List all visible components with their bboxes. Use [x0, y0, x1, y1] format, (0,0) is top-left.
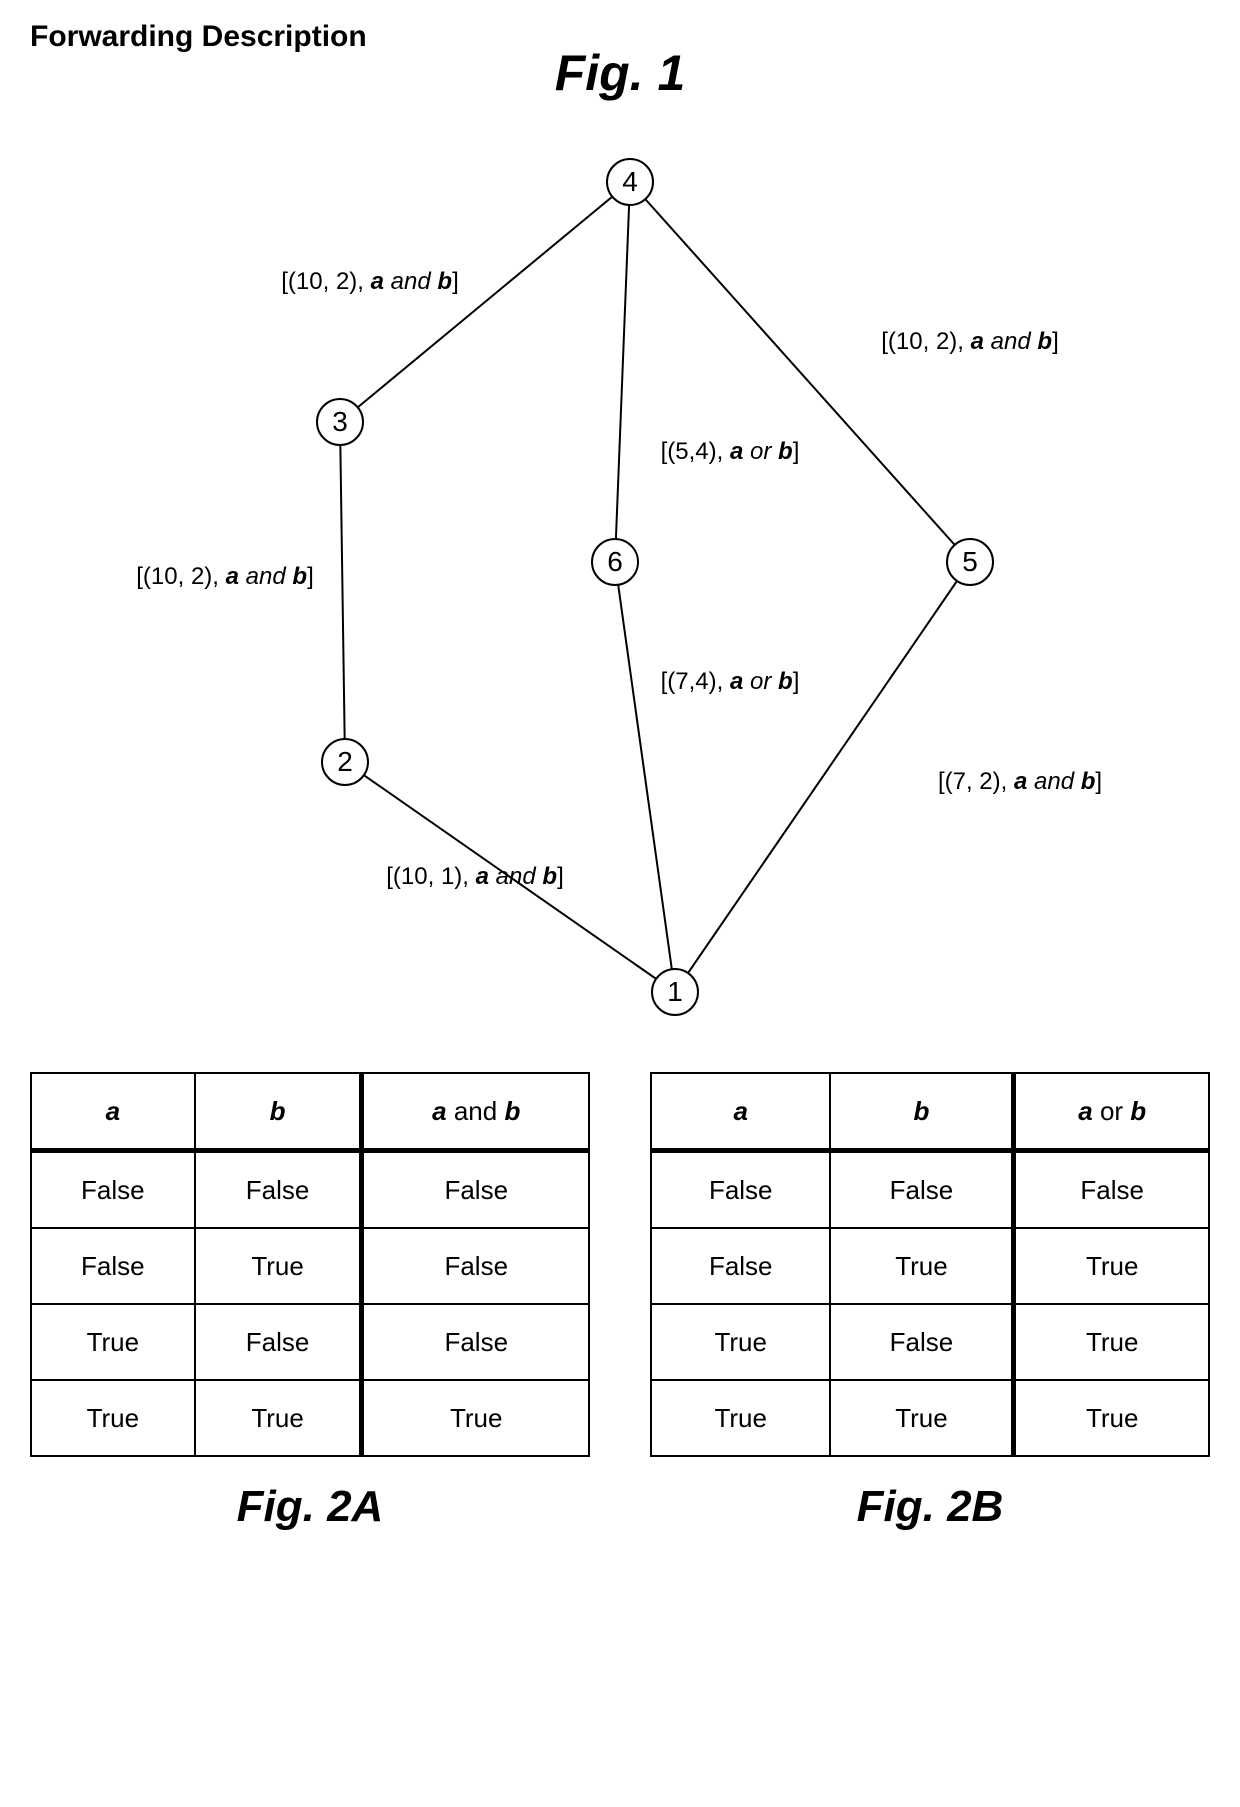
fig2b-cell: True: [651, 1380, 830, 1456]
node-1: 1: [651, 968, 699, 1016]
fig2a-cell: False: [362, 1151, 589, 1229]
fig2b-cell: True: [830, 1228, 1013, 1304]
edge-label-n4-n6: [(5,4), a or b]: [661, 438, 800, 466]
fig2b-cell: True: [830, 1380, 1013, 1456]
fig2a-row: TrueFalseFalse: [31, 1304, 589, 1380]
fig2b-cell: False: [830, 1304, 1013, 1380]
fig2a-caption: Fig. 2A: [30, 1482, 590, 1532]
fig2a-cell: True: [195, 1228, 362, 1304]
fig2a-h-a: a: [31, 1073, 195, 1151]
fig2b-table: a b a or b FalseFalseFalseFalseTrueTrueT…: [650, 1072, 1210, 1457]
fig2b-block: a b a or b FalseFalseFalseFalseTrueTrueT…: [650, 1072, 1210, 1532]
fig2b-h-b: b: [830, 1073, 1013, 1151]
edge-label-n4-n3: [(10, 2), a and b]: [281, 268, 458, 296]
fig2b-row: TrueTrueTrue: [651, 1380, 1209, 1456]
fig2b-row: FalseTrueTrue: [651, 1228, 1209, 1304]
edge-label-n4-n5: [(10, 2), a and b]: [881, 328, 1058, 356]
fig2a-row: FalseFalseFalse: [31, 1151, 589, 1229]
fig2a-cell: True: [362, 1380, 589, 1456]
fig2a-cell: False: [31, 1228, 195, 1304]
fig2a-h-expr: a and b: [362, 1073, 589, 1151]
node-4: 4: [606, 158, 654, 206]
edge-label-n6-n1: [(7,4), a or b]: [661, 668, 800, 696]
fig2b-cell: False: [651, 1228, 830, 1304]
fig2a-row: TrueTrueTrue: [31, 1380, 589, 1456]
fig2a-cell: True: [195, 1380, 362, 1456]
fig2a-cell: True: [31, 1304, 195, 1380]
fig2a-cell: False: [195, 1304, 362, 1380]
edge-label-n5-n1: [(7, 2), a and b]: [938, 768, 1102, 796]
fig2b-cell: True: [1014, 1304, 1209, 1380]
fig2a-cell: False: [195, 1151, 362, 1229]
fig2b-tbody: FalseFalseFalseFalseTrueTrueTrueFalseTru…: [651, 1151, 1209, 1457]
node-3: 3: [316, 398, 364, 446]
edge-label-n3-n2: [(10, 2), a and b]: [136, 563, 313, 591]
fig2b-cell: False: [1014, 1151, 1209, 1229]
node-6: 6: [591, 538, 639, 586]
fig2a-cell: False: [362, 1228, 589, 1304]
fig2b-cell: True: [1014, 1228, 1209, 1304]
fig2b-caption: Fig. 2B: [650, 1482, 1210, 1532]
fig2a-cell: False: [362, 1304, 589, 1380]
fig2b-cell: False: [830, 1151, 1013, 1229]
fig2b-h-a: a: [651, 1073, 830, 1151]
fig2a-table: a b a and b FalseFalseFalseFalseTrueFals…: [30, 1072, 590, 1457]
edge-label-n2-n1: [(10, 1), a and b]: [386, 863, 563, 891]
fig2a-block: a b a and b FalseFalseFalseFalseTrueFals…: [30, 1072, 590, 1532]
node-2: 2: [321, 738, 369, 786]
fig2b-row: FalseFalseFalse: [651, 1151, 1209, 1229]
fig2b-row: TrueFalseTrue: [651, 1304, 1209, 1380]
fig2b-cell: False: [651, 1151, 830, 1229]
fig2a-cell: False: [31, 1151, 195, 1229]
fig2b-cell: True: [1014, 1380, 1209, 1456]
fig2a-tbody: FalseFalseFalseFalseTrueFalseTrueFalseFa…: [31, 1151, 589, 1457]
fig2b-cell: True: [651, 1304, 830, 1380]
fig2a-row: FalseTrueFalse: [31, 1228, 589, 1304]
fig2a-h-b: b: [195, 1073, 362, 1151]
fig2a-cell: True: [31, 1380, 195, 1456]
fig1-graph: 4 3 6 5 2 1 [(10, 2), a and b] [(5,4), a or b] […: [70, 122, 1170, 1042]
tables-row: a b a and b FalseFalseFalseFalseTrueFals…: [30, 1072, 1210, 1532]
node-5: 5: [946, 538, 994, 586]
fig2b-h-expr: a or b: [1014, 1073, 1209, 1151]
